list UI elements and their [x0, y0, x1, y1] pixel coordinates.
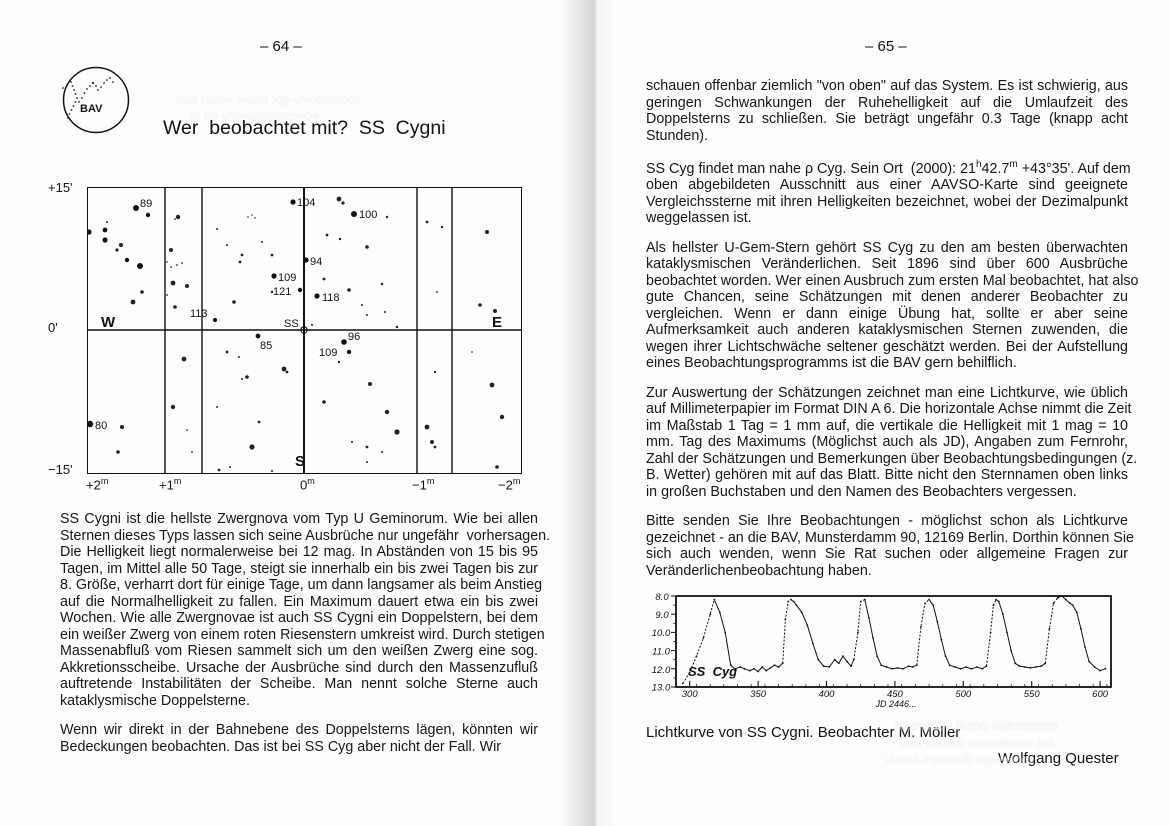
svg-text:109: 109: [319, 347, 337, 359]
svg-text:BAV: BAV: [80, 103, 103, 115]
svg-text:350: 350: [750, 689, 767, 700]
svg-text:400: 400: [819, 689, 836, 700]
svg-text:118: 118: [322, 292, 340, 304]
svg-text:600: 600: [1092, 689, 1109, 700]
svg-text:JD 2446...: JD 2446...: [874, 699, 916, 709]
svg-text:11.0: 11.0: [652, 647, 671, 658]
svg-text:104: 104: [297, 197, 315, 209]
svg-text:89: 89: [140, 198, 152, 210]
svg-text:100: 100: [359, 209, 377, 221]
svg-text:9.0: 9.0: [655, 610, 669, 621]
svg-text:109: 109: [278, 272, 296, 284]
svg-text:13.0: 13.0: [652, 683, 671, 694]
svg-text:8.0: 8.0: [655, 592, 669, 603]
svg-text:121: 121: [273, 286, 291, 298]
svg-text:12.0: 12.0: [652, 665, 671, 676]
svg-text:SS: SS: [284, 318, 299, 330]
svg-text:SS Cyg: SS Cyg: [688, 664, 737, 679]
svg-text:E: E: [492, 314, 502, 331]
svg-text:80: 80: [95, 420, 107, 432]
svg-text:96: 96: [348, 331, 360, 343]
svg-text:94: 94: [310, 256, 322, 268]
svg-text:500: 500: [955, 689, 972, 700]
svg-text:550: 550: [1024, 689, 1041, 700]
svg-text:S: S: [295, 453, 305, 470]
svg-text:W: W: [101, 314, 116, 331]
svg-text:85: 85: [260, 340, 272, 352]
svg-text:10.0: 10.0: [652, 628, 671, 639]
svg-text:113: 113: [190, 308, 208, 320]
svg-text:300: 300: [682, 689, 699, 700]
